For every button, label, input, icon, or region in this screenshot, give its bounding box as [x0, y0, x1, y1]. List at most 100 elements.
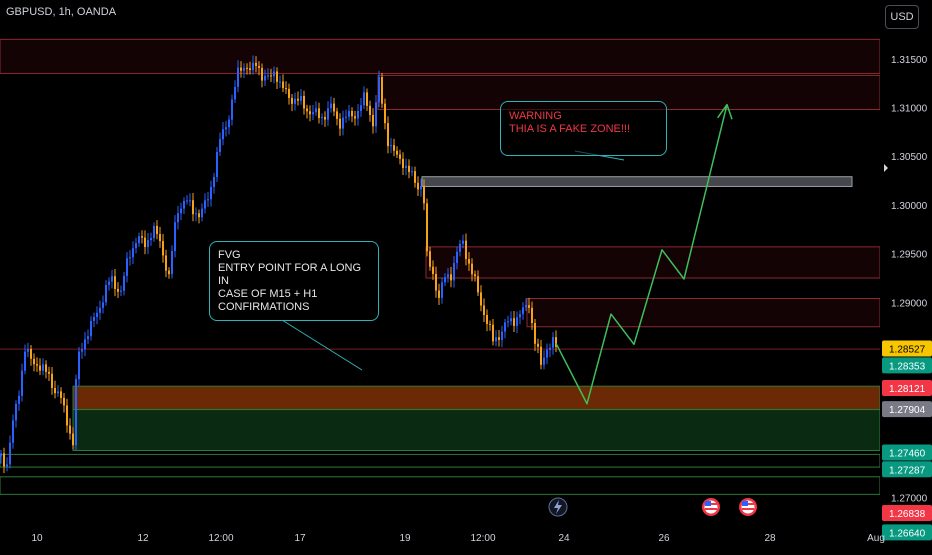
candle-body: [546, 349, 548, 358]
us-flag-event-icon: [705, 501, 711, 506]
candle-body: [537, 343, 539, 347]
candle-body: [441, 282, 443, 298]
candle-body: [192, 200, 194, 215]
y-tick-label: 1.31000: [891, 104, 928, 115]
y-tick-label: 1.31500: [891, 55, 928, 66]
candle-body: [477, 276, 479, 293]
candle-body: [363, 92, 365, 106]
candle-body: [117, 288, 119, 292]
price-label-text: 1.27460: [889, 448, 926, 459]
candle-body: [30, 348, 32, 359]
y-tick-label: 1.30000: [891, 201, 928, 212]
x-tick-label: 12:00: [470, 533, 495, 544]
candle-body: [126, 258, 128, 276]
x-tick-label: 17: [294, 533, 306, 544]
candle-body: [396, 150, 398, 155]
candle-body: [504, 322, 506, 332]
lightning-event-icon: [554, 500, 562, 514]
candle-body: [135, 243, 137, 249]
currency-button[interactable]: USD: [885, 5, 919, 29]
candle-body: [42, 364, 44, 371]
candle-body: [330, 103, 332, 109]
candle-body: [336, 111, 338, 119]
candle-body: [36, 364, 38, 366]
fvg-annotation[interactable]: FVG ENTRY POINT FOR A LONG IN CASE OF M1…: [209, 241, 379, 321]
candle-body: [549, 347, 551, 350]
candle-body: [99, 307, 101, 313]
candle-body: [399, 154, 401, 159]
candle-body: [522, 307, 524, 315]
x-tick-label: 12:00: [208, 533, 233, 544]
projection-path: [555, 103, 733, 405]
candle-body: [285, 88, 287, 90]
candle-body: [291, 97, 293, 104]
candle-body: [507, 321, 509, 323]
fvg-pointer: [281, 319, 363, 371]
candle-body: [498, 337, 500, 340]
zone-demand: [72, 409, 881, 451]
candle-body: [552, 337, 554, 348]
candle-body: [315, 108, 317, 113]
candle-body: [474, 274, 476, 277]
candle-body: [201, 208, 203, 218]
candle-body: [204, 200, 206, 209]
candle-body: [39, 365, 41, 371]
candle-body: [0, 453, 2, 457]
candle-body: [345, 116, 347, 118]
candle-body: [306, 108, 308, 112]
candle-body: [129, 257, 131, 259]
y-tick-label: 1.30500: [891, 152, 928, 163]
candle-body: [264, 75, 266, 81]
y-tick-label: 1.27000: [891, 493, 928, 504]
candle-body: [483, 305, 485, 315]
candle-body: [390, 145, 392, 147]
candle-body: [216, 151, 218, 177]
candle-body: [309, 111, 311, 115]
candle-body: [489, 323, 491, 325]
candle-body: [15, 403, 17, 421]
candle-body: [96, 312, 98, 317]
candle-body: [222, 129, 224, 140]
candle-body: [9, 442, 11, 465]
candle-body: [393, 145, 395, 151]
price-label-tag: [882, 461, 932, 478]
price-label-tag: [882, 401, 932, 418]
candle-body: [408, 165, 410, 173]
candle-body: [411, 171, 413, 173]
candle-body: [213, 176, 215, 187]
candle-body: [303, 95, 305, 109]
zone-resistance-mid: [425, 246, 881, 279]
candle-body: [141, 236, 143, 238]
candle-body: [228, 119, 230, 128]
candle-body: [180, 208, 182, 214]
candle-body: [258, 65, 260, 68]
candle-body: [267, 75, 269, 77]
candle-body: [432, 266, 434, 274]
candle-body: [480, 292, 482, 306]
candle-body: [33, 358, 35, 365]
candle-body: [300, 95, 302, 101]
zone-resistance-low: [526, 297, 881, 328]
candle-body: [225, 127, 227, 130]
candle-body: [405, 165, 407, 169]
warning-annotation[interactable]: WARNING THIA IS A FAKE ZONE!!!: [500, 101, 667, 156]
candle-body: [270, 75, 272, 77]
candle-body: [24, 351, 26, 371]
symbol-title: GBPUSD, 1h, OANDA: [6, 6, 117, 18]
candle-body: [144, 237, 146, 248]
candle-body: [48, 371, 50, 374]
price-label-tag: [882, 505, 932, 522]
candle-body: [207, 199, 209, 201]
price-label-text: 1.28527: [889, 344, 926, 355]
candle-body: [351, 110, 353, 117]
candle-body: [234, 86, 236, 100]
candle-body: [246, 67, 248, 69]
candle-body: [252, 62, 254, 71]
candle-body: [174, 222, 176, 252]
candle-body: [66, 405, 68, 426]
candle-body: [288, 88, 290, 98]
candle-body: [450, 274, 452, 281]
candle-body: [132, 248, 134, 258]
